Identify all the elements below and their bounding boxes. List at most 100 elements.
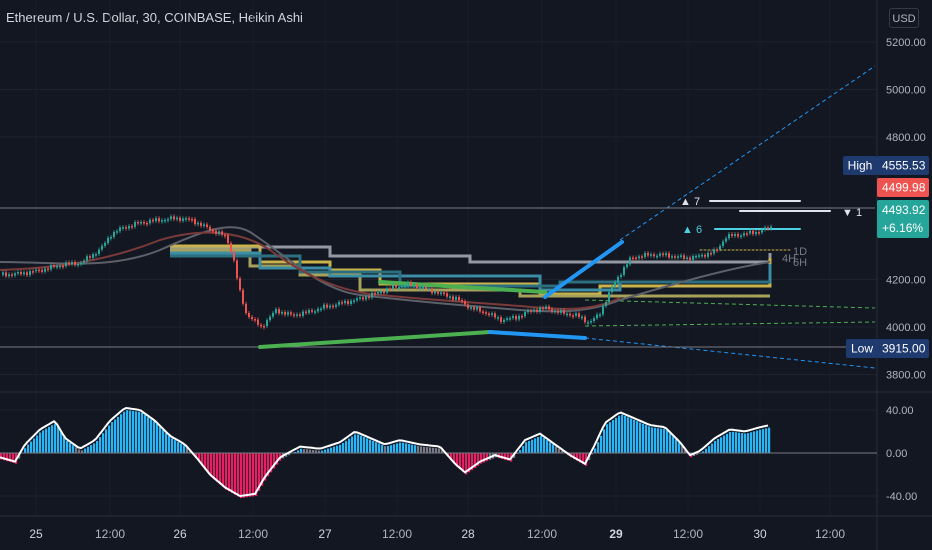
oscillator-bar xyxy=(450,453,453,461)
oscillator-bar xyxy=(633,419,636,453)
candle xyxy=(227,235,229,244)
candle xyxy=(299,314,301,316)
oscillator-bar xyxy=(531,439,534,453)
oscillator-bar xyxy=(624,416,627,453)
candle xyxy=(377,292,379,294)
oscillator-bar xyxy=(669,433,672,453)
oscillator-bar xyxy=(147,417,150,453)
oscillator-bar xyxy=(252,453,255,497)
oscillator-bar xyxy=(357,434,360,453)
candle xyxy=(689,257,691,260)
oscillator-bar xyxy=(78,449,81,453)
oscillator-bar xyxy=(408,443,411,453)
oscillator-bar xyxy=(642,423,645,453)
oscillator-bar xyxy=(645,425,648,453)
oscillator-bar xyxy=(708,446,711,453)
candle xyxy=(380,291,382,294)
candle xyxy=(371,292,373,298)
candle xyxy=(242,289,244,304)
grid-lines xyxy=(0,41,877,497)
chart-level-label: 1D xyxy=(793,246,807,258)
candle xyxy=(209,226,211,231)
candle xyxy=(611,286,613,293)
price-axis: 5200.00 5000.00 4800.00 4200.00 4000.00 3800.… xyxy=(886,37,926,503)
oscillator-bar xyxy=(243,453,246,498)
candle xyxy=(251,316,253,320)
oscillator-bar xyxy=(471,453,474,471)
candle xyxy=(725,238,727,242)
candle xyxy=(566,313,568,316)
candle xyxy=(194,219,196,225)
candle xyxy=(428,288,430,290)
candle xyxy=(596,314,598,319)
oscillator-bar xyxy=(528,440,531,453)
candle xyxy=(347,300,349,305)
candle xyxy=(179,217,181,221)
candle xyxy=(161,220,163,222)
candle xyxy=(311,310,313,312)
candle xyxy=(29,271,31,276)
last-price-text: 4493.92 xyxy=(882,203,926,217)
oscillator-bar xyxy=(246,453,249,498)
candle xyxy=(365,296,367,300)
candle xyxy=(587,322,589,324)
oscillator-bar xyxy=(45,428,48,453)
candle xyxy=(749,230,751,234)
candle xyxy=(635,257,637,260)
oscillator-bar xyxy=(735,432,738,453)
oscillator-bar xyxy=(717,438,720,453)
candle xyxy=(398,287,400,289)
oscillator-bar xyxy=(249,453,252,497)
oscillator-bar xyxy=(441,449,444,453)
candle xyxy=(122,227,124,229)
candle xyxy=(641,256,643,258)
oscillator-bar xyxy=(237,453,240,497)
candle xyxy=(368,296,370,299)
last-price-red-tag-bg xyxy=(877,178,929,197)
candle xyxy=(602,306,604,315)
currency-button[interactable]: USD xyxy=(889,8,919,28)
candle xyxy=(656,255,658,258)
candle xyxy=(53,265,55,267)
change-percent-text: +6.16% xyxy=(882,221,923,235)
candle xyxy=(38,269,40,272)
oscillator-bar xyxy=(549,442,552,453)
high-price-tag-bg xyxy=(877,156,929,175)
candle xyxy=(203,224,205,226)
candle xyxy=(740,235,742,237)
oscillator-bar xyxy=(294,451,297,453)
candle xyxy=(665,253,667,256)
oscillator-bar xyxy=(579,453,582,463)
candle xyxy=(20,271,22,275)
oscillator-bar xyxy=(765,428,768,453)
oscillator-bar xyxy=(411,444,414,453)
oscillator-bar xyxy=(555,446,558,453)
oscillator-bar xyxy=(138,411,141,453)
oscillator-bar xyxy=(276,453,279,465)
oscillator-bar xyxy=(54,423,57,453)
candle xyxy=(761,229,763,233)
candle xyxy=(47,268,49,271)
candle xyxy=(119,227,121,232)
oscillator-bar xyxy=(186,447,189,453)
candle xyxy=(395,285,397,288)
candle xyxy=(386,288,388,293)
candle xyxy=(224,234,226,237)
oscillator-bar xyxy=(663,429,666,453)
candle xyxy=(620,274,622,277)
oscillator-bar xyxy=(759,429,762,453)
candle xyxy=(671,256,673,258)
oscillator-bar xyxy=(429,447,432,453)
candle xyxy=(185,218,187,220)
candle xyxy=(485,312,487,314)
candle xyxy=(353,300,355,302)
oscillator-bar xyxy=(600,435,603,453)
oscillator-bar xyxy=(312,449,315,453)
candle xyxy=(650,254,652,256)
candle xyxy=(578,313,580,317)
oscillator-bar xyxy=(111,422,114,453)
oscillator-bar xyxy=(660,428,663,453)
oscillator-bar xyxy=(414,445,417,453)
candle xyxy=(692,256,694,260)
